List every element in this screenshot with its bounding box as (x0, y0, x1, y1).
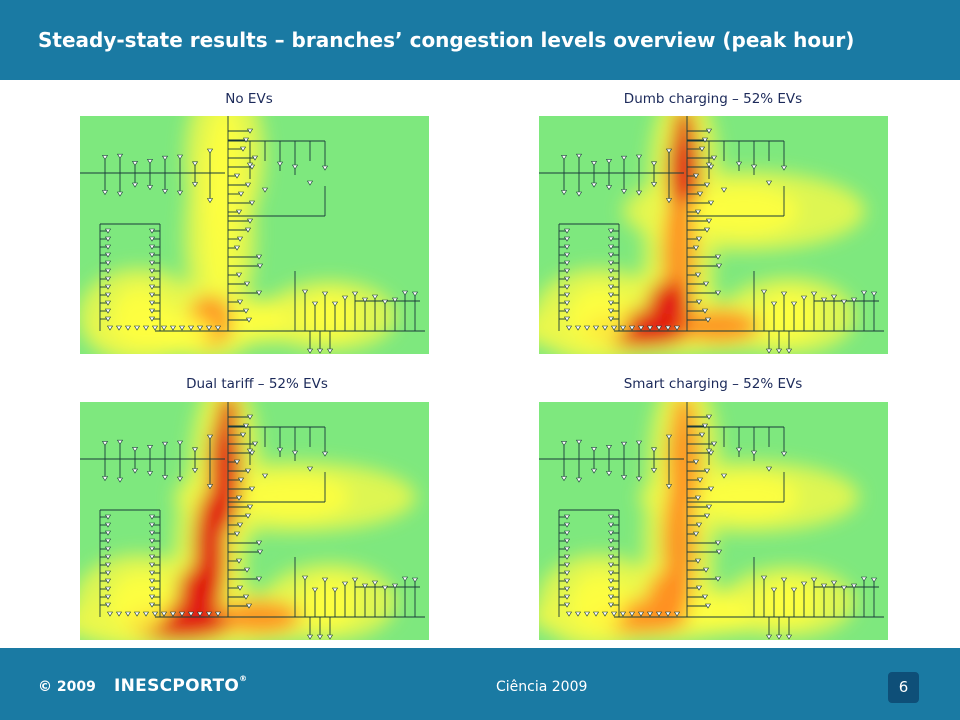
page-number-badge: 6 (888, 672, 919, 703)
inescporto-logo: INESCPORTO® (114, 674, 248, 696)
slide-title: Steady-state results – branches’ congest… (38, 28, 855, 52)
congestion-map-smart-charging (539, 402, 888, 640)
congestion-map-no-evs (80, 116, 429, 354)
congestion-map-dual-tariff (80, 402, 429, 640)
copyright-text: © 2009 (38, 679, 96, 695)
panel-title-no-evs: No EVs (225, 91, 273, 107)
distribution-network-diagram (80, 402, 425, 640)
congestion-heat-layer (539, 116, 865, 354)
slide-footer: © 2009 INESCPORTO® Ciência 2009 6 (0, 648, 960, 720)
panel-title-smart-charging: Smart charging – 52% EVs (623, 376, 803, 392)
distribution-network-diagram (539, 402, 884, 640)
panel-title-dual-tariff: Dual tariff – 52% EVs (186, 376, 328, 392)
congestion-map-dumb-charging (539, 116, 888, 354)
event-name: Ciência 2009 (496, 679, 588, 695)
distribution-network-diagram (539, 116, 884, 354)
slide-header: Steady-state results – branches’ congest… (0, 0, 960, 80)
panel-title-dumb-charging: Dumb charging – 52% EVs (623, 91, 803, 107)
distribution-network-diagram (80, 116, 425, 354)
